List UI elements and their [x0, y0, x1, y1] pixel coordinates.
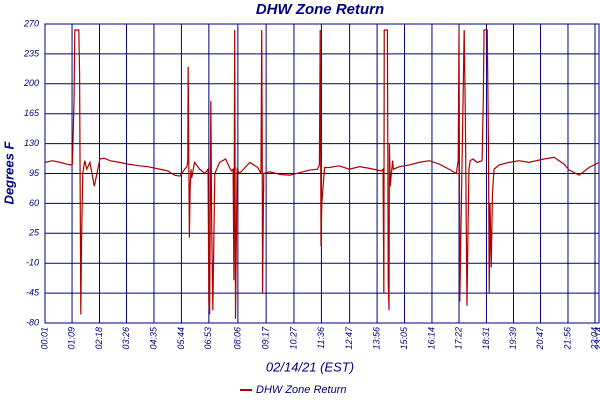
y-tick-label: 95	[29, 168, 40, 178]
x-tick-label: 16:14	[426, 327, 436, 350]
y-tick-label: -80	[26, 317, 39, 327]
y-tick-label: 60	[29, 198, 39, 208]
data-line	[44, 29, 600, 319]
x-tick-label: 01:09	[66, 327, 76, 350]
chart-title: DHW Zone Return	[256, 1, 384, 18]
x-tick-label: 10:27	[288, 326, 298, 350]
x-tick-label: 12:47	[344, 326, 354, 350]
y-tick-label: 165	[24, 108, 40, 118]
x-tick-label: 06:53	[203, 327, 213, 350]
x-tick-label: 19:39	[508, 327, 518, 350]
x-tick-label: 18:31	[481, 327, 491, 350]
y-tick-label: 235	[23, 48, 40, 58]
x-tick-label: 09:17	[260, 326, 270, 350]
y-tick-label: 25	[28, 228, 40, 238]
x-tick-label: 04:35	[148, 326, 158, 350]
x-tick-label: 02:18	[94, 327, 104, 350]
x-axis-title: 02/14/21 (EST)	[266, 359, 354, 374]
y-tick-label: 130	[24, 138, 39, 148]
x-tick-label: 08:06	[232, 327, 242, 350]
y-axis-title: Degrees F	[1, 141, 16, 205]
x-tick-label: 23:14	[593, 327, 600, 351]
y-tick-label: -10	[26, 258, 39, 268]
x-tick-label: 03:26	[121, 327, 131, 350]
x-tick-label: 23:04	[589, 327, 599, 351]
x-tick-label: 15:05	[399, 326, 409, 350]
plot-border	[44, 23, 600, 324]
x-tick-label: 13:56	[371, 327, 381, 350]
y-tick-label: 270	[23, 18, 39, 28]
x-tick-label: 00:01	[39, 327, 49, 350]
x-tick-label: 11:36	[316, 327, 326, 349]
x-tick-label: 05:44	[176, 327, 186, 350]
x-tick-label: 20:47	[535, 326, 545, 351]
y-tick-label: 200	[23, 78, 39, 88]
x-tick-label: 21:56	[562, 327, 572, 351]
x-tick-label: 17:22	[453, 327, 463, 350]
legend-label: DHW Zone Return	[256, 384, 346, 396]
y-tick-label: -45	[26, 287, 40, 297]
